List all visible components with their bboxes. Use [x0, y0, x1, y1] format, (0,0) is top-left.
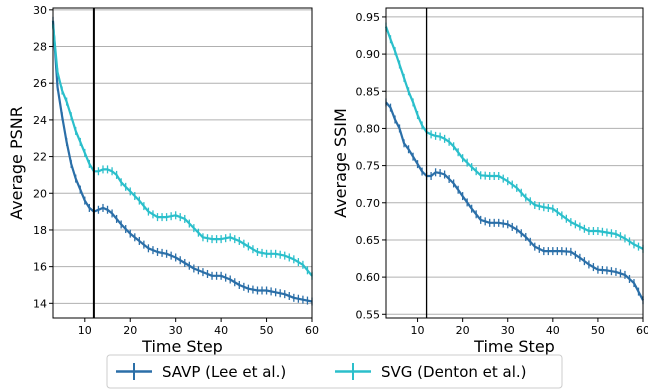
- y-tick-label: 22: [33, 151, 47, 164]
- y-tick-label: 0.95: [356, 11, 381, 24]
- legend-entry-svg: SVG (Denton et al.): [335, 363, 527, 381]
- y-tick-label: 0.60: [356, 271, 381, 284]
- x-tick-label: 20: [456, 324, 470, 337]
- y-tick-label: 0.75: [356, 160, 381, 173]
- x-tick-label: 40: [214, 324, 228, 337]
- legend-entry-savp: SAVP (Lee et al.): [116, 363, 286, 381]
- y-tick-label: 0.85: [356, 85, 381, 98]
- x-axis-label: Time Step: [141, 337, 223, 356]
- y-tick-label: 30: [33, 4, 47, 17]
- series-line: [51, 24, 313, 277]
- x-tick-label: 10: [411, 324, 425, 337]
- psnr-chart: 14 16 18 20 22 24 26 28 30 10 20 30 40 50 60 Time Step A…: [7, 4, 319, 356]
- legend-label-svg: SVG (Denton et al.): [381, 363, 527, 381]
- y-tick-label: 0.80: [356, 122, 381, 135]
- y-tick-label: 16: [33, 261, 47, 274]
- x-tick-label: 30: [169, 324, 183, 337]
- y-axis-label: Average PSNR: [7, 106, 26, 220]
- series-line: [385, 101, 644, 301]
- legend-frame: [106, 354, 563, 389]
- x-tick-label: 60: [305, 324, 319, 337]
- y-axis-label: Average SSIM: [331, 108, 350, 218]
- plot-frame: [52, 7, 313, 319]
- series-savp: [51, 16, 313, 306]
- y-tick-label: 18: [33, 224, 47, 237]
- x-tick-label: 10: [78, 324, 92, 337]
- series-svg: [384, 22, 644, 253]
- legend: SAVP (Lee et al.) SVG (Denton et al.): [106, 354, 563, 389]
- y-tick-label: 26: [33, 77, 47, 90]
- y-tick-label: 0.65: [356, 234, 381, 247]
- ssim-chart: 0.55 0.60 0.65 0.70 0.75 0.80 0.85 0.90 0.95 10 20…: [331, 7, 648, 356]
- series-savp: [385, 98, 644, 305]
- legend-label-savp: SAVP (Lee et al.): [162, 363, 286, 381]
- y-tick-label: 0.55: [356, 308, 381, 321]
- x-tick-label: 20: [123, 324, 137, 337]
- series-line: [384, 26, 644, 250]
- series-line: [51, 20, 313, 303]
- x-tick-label: 50: [260, 324, 274, 337]
- y-tick-label: 20: [33, 187, 47, 200]
- x-tick-label: 40: [546, 324, 560, 337]
- y-tick-label: 14: [33, 297, 47, 310]
- y-tick-label: 0.90: [356, 48, 381, 61]
- x-tick-label: 50: [591, 324, 605, 337]
- series-svg: [51, 20, 313, 280]
- x-tick-label: 60: [636, 324, 648, 337]
- plot-frame: [385, 7, 644, 319]
- y-tick-label: 24: [33, 114, 47, 127]
- y-tick-label: 0.70: [356, 197, 381, 210]
- x-axis-label: Time Step: [473, 337, 555, 356]
- y-tick-label: 28: [33, 41, 47, 54]
- x-tick-label: 30: [501, 324, 515, 337]
